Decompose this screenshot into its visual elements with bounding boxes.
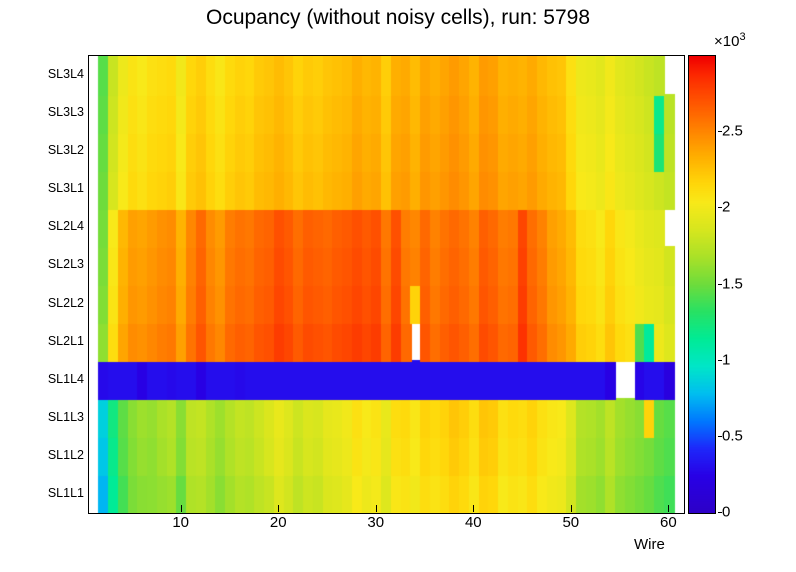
- colorbar-tick-mark: [718, 435, 722, 437]
- x-tick-label-30: 30: [367, 514, 385, 531]
- colorbar-exponent-prefix: ×10: [714, 33, 740, 50]
- color-bar-canvas: [689, 56, 715, 513]
- colorbar-tick-mark: [718, 131, 722, 133]
- colorbar-tick-label-1: 1: [722, 351, 731, 369]
- y-tick-label-sl2l4: SL2L4: [47, 219, 84, 234]
- colorbar-tick-mark: [718, 283, 722, 285]
- x-tick-mark: [668, 505, 670, 512]
- colorbar-tick-label-0: 0: [722, 503, 731, 521]
- colorbar-tick-label-0_5: 0.5: [722, 427, 743, 445]
- x-axis-labels: 10 20 30 40 50 60: [88, 514, 683, 536]
- x-tick-label-20: 20: [269, 514, 287, 531]
- y-axis-labels: SL1L1 SL1L2 SL1L3 SL1L4 SL2L1 SL2L2 SL2L3 SL2L4…: [0, 55, 84, 512]
- x-tick-mark: [180, 505, 182, 512]
- y-tick-label-sl1l1: SL1L1: [47, 485, 84, 500]
- y-tick-label-sl3l2: SL3L2: [47, 143, 84, 158]
- x-axis-title: Wire: [634, 536, 665, 553]
- y-tick-label-sl2l2: SL2L2: [47, 295, 84, 310]
- colorbar-tick-label-2_5: 2.5: [722, 122, 743, 140]
- x-tick-mark: [570, 505, 572, 512]
- color-bar-exponent: ×103: [714, 31, 746, 50]
- chart-title: Ocupancy (without noisy cells), run: 579…: [205, 6, 591, 29]
- color-bar-labels: 0 0.5 1 1.5 2 2.5: [718, 55, 778, 521]
- colorbar-tick-mark: [718, 359, 722, 361]
- y-tick-label-sl3l4: SL3L4: [47, 67, 84, 82]
- y-tick-label-sl1l3: SL1L3: [47, 409, 84, 424]
- y-tick-label-sl1l4: SL1L4: [47, 371, 84, 386]
- x-tick-label-50: 50: [562, 514, 580, 531]
- x-tick-mark: [278, 505, 280, 512]
- x-tick-label-60: 60: [660, 514, 677, 531]
- color-bar: [688, 55, 716, 514]
- y-tick-label-sl3l1: SL3L1: [47, 181, 84, 196]
- y-tick-label-sl1l2: SL1L2: [47, 447, 84, 462]
- x-tick-mark: [473, 505, 475, 512]
- colorbar-tick-label-1_5: 1.5: [722, 275, 743, 292]
- y-tick-label-sl2l1: SL2L1: [47, 333, 84, 348]
- colorbar-exponent-power: 3: [739, 31, 746, 43]
- plot-area: [88, 55, 685, 514]
- x-tick-label-10: 10: [172, 514, 189, 531]
- x-tick-label-40: 40: [464, 514, 482, 531]
- y-tick-label-sl3l3: SL3L3: [47, 105, 84, 120]
- colorbar-tick-mark: [718, 207, 722, 209]
- colorbar-tick-mark: [718, 512, 722, 513]
- colorbar-tick-label-2: 2: [722, 198, 731, 216]
- heatmap-canvas: [89, 56, 684, 513]
- y-tick-label-sl2l3: SL2L3: [47, 257, 84, 272]
- x-tick-mark: [375, 505, 377, 512]
